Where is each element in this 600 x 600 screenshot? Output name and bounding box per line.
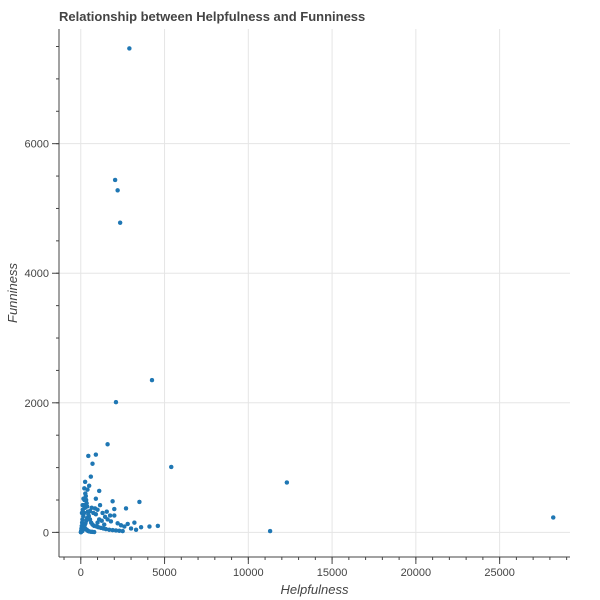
data-point bbox=[138, 524, 144, 530]
data-point bbox=[115, 521, 120, 526]
x-tick-label: 25000 bbox=[484, 567, 515, 579]
data-point bbox=[110, 499, 115, 504]
data-point bbox=[117, 220, 123, 225]
data-point bbox=[95, 507, 100, 512]
data-point bbox=[90, 461, 95, 466]
data-point bbox=[83, 491, 88, 496]
data-point bbox=[105, 442, 110, 447]
data-point bbox=[127, 46, 132, 51]
y-tick-label: 0 bbox=[43, 527, 49, 539]
data-point bbox=[267, 528, 273, 534]
data-point bbox=[82, 479, 88, 485]
chart-title: Relationship between Helpfulness and Fun… bbox=[59, 9, 366, 24]
data-point bbox=[86, 511, 91, 517]
data-point bbox=[112, 506, 117, 512]
y-tick-label: 2000 bbox=[25, 398, 49, 410]
data-point bbox=[284, 480, 290, 485]
data-point bbox=[155, 523, 161, 529]
data-point bbox=[100, 510, 105, 516]
data-point bbox=[84, 504, 90, 509]
x-tick-label: 15000 bbox=[317, 567, 348, 579]
data-point bbox=[81, 496, 86, 501]
data-point bbox=[123, 506, 129, 511]
y-tick-label: 6000 bbox=[25, 139, 49, 151]
data-point bbox=[80, 502, 85, 508]
data-point bbox=[108, 519, 114, 524]
data-point bbox=[99, 518, 104, 523]
data-point bbox=[112, 177, 118, 183]
data-point bbox=[125, 521, 130, 527]
data-point bbox=[149, 377, 155, 383]
data-point bbox=[550, 515, 556, 520]
data-point bbox=[93, 452, 99, 457]
data-point bbox=[104, 509, 109, 514]
data-point bbox=[80, 528, 85, 534]
x-tick-label: 0 bbox=[78, 567, 84, 579]
data-point bbox=[101, 522, 107, 527]
data-point bbox=[132, 520, 137, 525]
data-point bbox=[91, 510, 96, 516]
data-point bbox=[137, 499, 142, 505]
x-tick-label: 5000 bbox=[152, 567, 176, 579]
y-tick-label: 4000 bbox=[25, 268, 49, 280]
data-point bbox=[79, 510, 85, 516]
data-point bbox=[82, 486, 87, 491]
x-axis-label: Helpfulness bbox=[281, 582, 349, 597]
data-point bbox=[147, 524, 152, 529]
data-point bbox=[97, 502, 103, 508]
data-point bbox=[115, 188, 120, 193]
data-point bbox=[120, 528, 125, 534]
data-point bbox=[128, 526, 134, 531]
data-point bbox=[96, 488, 102, 494]
y-axis-label: Funniness bbox=[5, 263, 20, 323]
data-point bbox=[112, 513, 117, 518]
x-tick-label: 10000 bbox=[233, 567, 264, 579]
data-point bbox=[86, 453, 91, 459]
data-point bbox=[91, 529, 97, 535]
data-point bbox=[169, 464, 174, 470]
data-point bbox=[122, 524, 127, 529]
data-point bbox=[102, 514, 108, 520]
data-point bbox=[107, 513, 113, 518]
data-point bbox=[133, 527, 139, 533]
data-point bbox=[86, 483, 92, 488]
data-point bbox=[93, 496, 99, 501]
data-point bbox=[113, 399, 119, 405]
data-point bbox=[88, 474, 94, 479]
x-tick-label: 20000 bbox=[401, 567, 432, 579]
